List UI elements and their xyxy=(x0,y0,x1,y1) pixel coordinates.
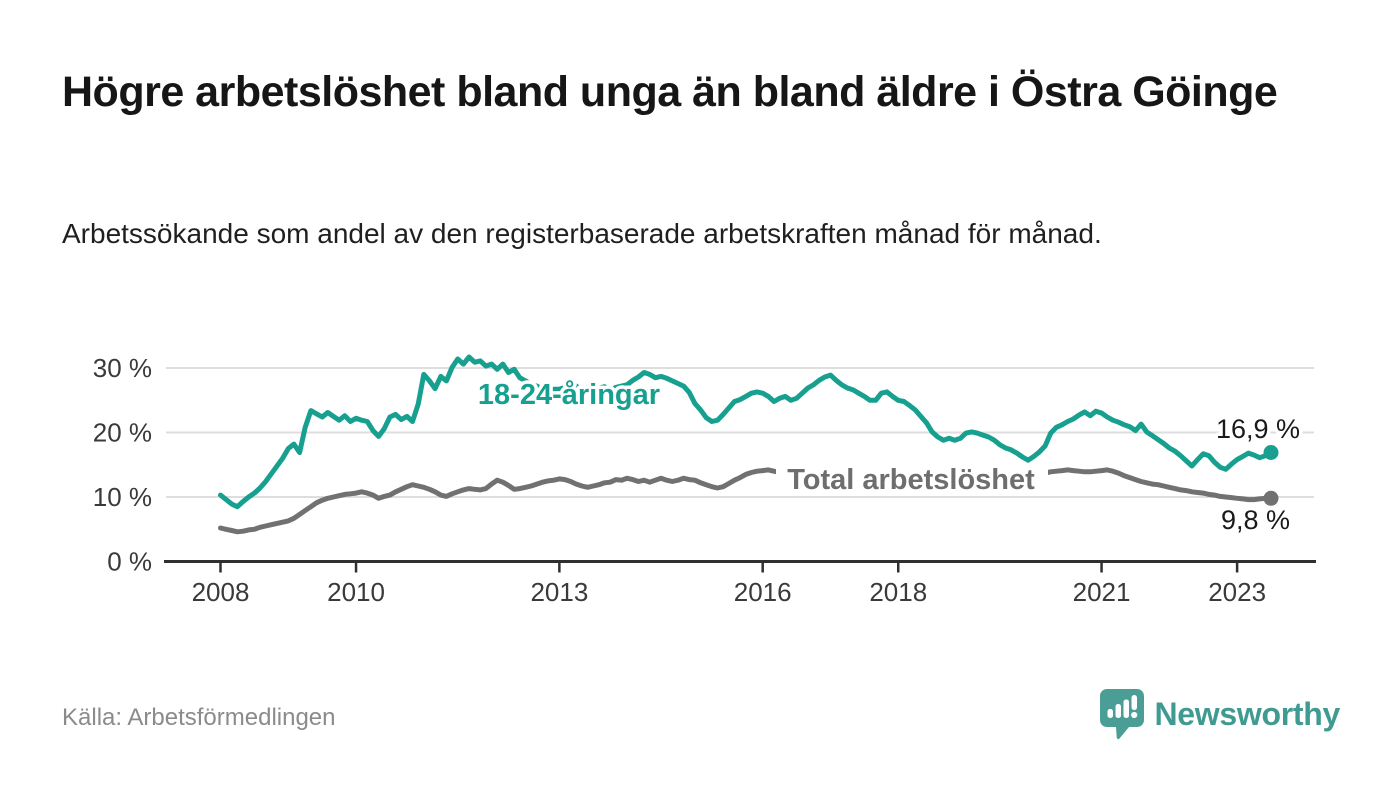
youth-end-dot xyxy=(1263,445,1279,460)
newsworthy-logo-text: Newsworthy xyxy=(1154,695,1341,732)
logo-bar-2 xyxy=(1115,704,1121,718)
logo-bar-3 xyxy=(1123,699,1129,718)
x-axis-labels: 2008 2010 2013 2016 2018 2021 2023 xyxy=(192,577,1266,607)
x-tick-label: 2013 xyxy=(530,577,588,607)
logo-exclamation-bar xyxy=(1131,695,1137,710)
y-tick-label: 20 % xyxy=(93,418,152,448)
page-title: Högre arbetslöshet bland unga än bland ä… xyxy=(62,68,1278,116)
youth-unemployment-line xyxy=(218,354,1274,510)
y-tick-label: 0 % xyxy=(107,547,152,577)
x-tick-label: 2023 xyxy=(1208,577,1266,607)
logo-exclamation-dot xyxy=(1130,711,1137,719)
x-tick-label: 2021 xyxy=(1073,577,1131,607)
x-tick-label: 2016 xyxy=(734,577,792,607)
total-series-label: Total arbetslöshet xyxy=(787,464,1035,496)
total-end-dot xyxy=(1263,490,1279,506)
total-end-value: 9,8 % xyxy=(1221,505,1290,535)
chart-subtitle: Arbetssökande som andel av den registerb… xyxy=(62,218,1102,249)
gridlines xyxy=(166,367,1314,498)
y-axis-labels: 30 % 20 % 10 % 0 % xyxy=(93,353,152,577)
x-tick-label: 2018 xyxy=(869,577,927,607)
total-unemployment-line xyxy=(218,467,1274,535)
x-tick-label: 2010 xyxy=(327,577,385,607)
youth-end-value: 16,9 % xyxy=(1216,414,1300,444)
newsworthy-logo: Newsworthy xyxy=(1099,688,1341,740)
x-axis-ticks xyxy=(219,563,1239,573)
source-caption: Källa: Arbetsförmedlingen xyxy=(62,704,336,731)
x-tick-label: 2008 xyxy=(192,577,250,607)
y-tick-label: 10 % xyxy=(93,482,152,512)
logo-bar-1 xyxy=(1107,709,1113,718)
newsworthy-bubble-icon xyxy=(1099,689,1144,740)
y-tick-label: 30 % xyxy=(93,353,152,383)
youth-series-label: 18-24-åringar xyxy=(478,379,660,411)
total-label-backdrop xyxy=(776,463,1048,489)
